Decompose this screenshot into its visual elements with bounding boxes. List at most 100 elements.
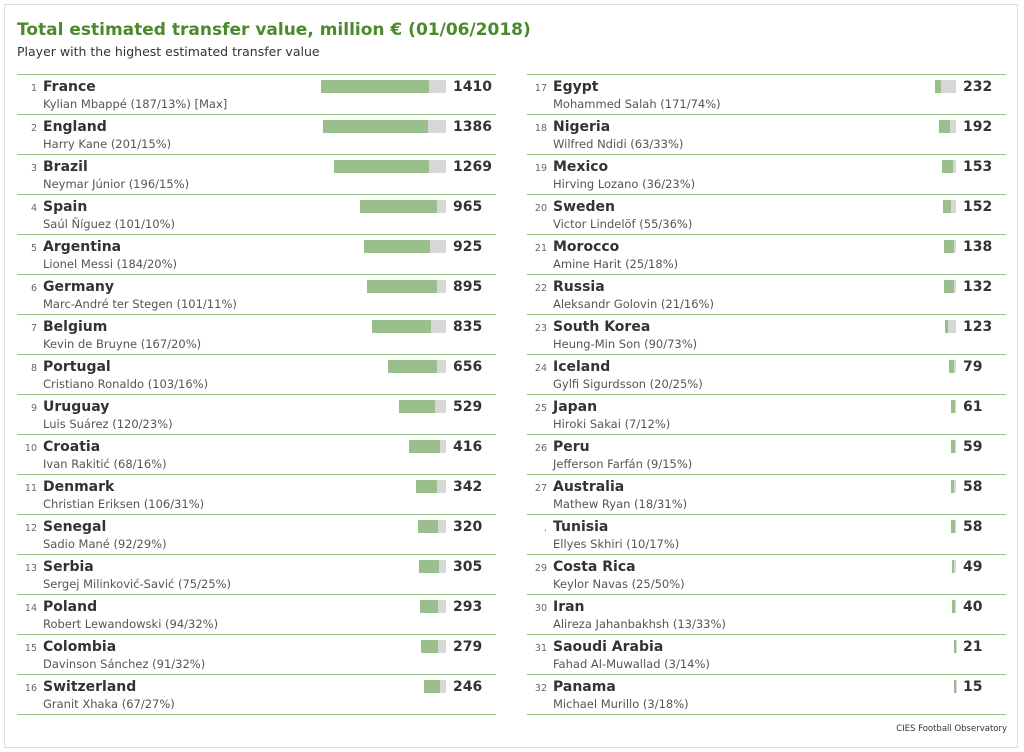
rank-number: 22 — [534, 283, 547, 294]
ranking-row: 32 Panama Michael Murillo (3/18%) 15 — [527, 675, 1006, 715]
rank-number: 24 — [534, 363, 547, 374]
bar-top-player-share — [437, 640, 446, 653]
bar-rest-of-squad — [387, 360, 437, 373]
bar-rest-of-squad — [950, 480, 955, 493]
top-player: Sadio Mané (92/29%) — [43, 537, 167, 551]
rank-number: 13 — [24, 563, 37, 574]
country-name: Japan — [553, 399, 598, 415]
bar-rest-of-squad — [360, 200, 438, 213]
total-value-label: 529 — [453, 399, 483, 415]
top-player: Christian Eriksen (106/31%) — [43, 497, 205, 511]
country-name: Colombia — [43, 639, 117, 655]
bar-rest-of-squad — [421, 640, 438, 653]
total-value-label: 835 — [453, 319, 483, 335]
ranking-row: 18 Nigeria Wilfred Ndidi (63/33%) 192 — [527, 115, 1006, 155]
bar-top-player-share — [429, 240, 446, 253]
top-player: Alireza Jahanbakhsh (13/33%) — [553, 617, 726, 631]
total-value-label: 965 — [453, 199, 483, 215]
bar-rest-of-squad — [323, 120, 429, 133]
ranking-row: 31 Saoudi Arabia Fahad Al-Muwallad (3/14%)… — [527, 635, 1006, 675]
bar-top-player-share — [951, 200, 956, 213]
country-name: Brazil — [43, 159, 88, 175]
ranking-row: 8 Portugal Cristiano Ronaldo (103/16%) 656 — [17, 355, 496, 395]
rank-number: 31 — [534, 643, 547, 654]
country-name: Morocco — [553, 239, 620, 255]
bar-top-player-share — [954, 600, 956, 613]
bar-rest-of-squad — [942, 160, 953, 173]
total-value-label: 132 — [963, 279, 993, 295]
top-player: Keylor Navas (25/50%) — [553, 577, 685, 591]
country-name: Sweden — [553, 199, 615, 215]
ranking-row: . Tunisia Ellyes Skhiri (10/17%) 58 — [527, 515, 1006, 555]
total-value-label: 305 — [453, 559, 483, 575]
total-value-label: 58 — [963, 519, 983, 535]
bar-rest-of-squad — [944, 280, 955, 293]
bar-rest-of-squad — [415, 480, 437, 493]
top-player: Michael Murillo (3/18%) — [553, 697, 689, 711]
ranking-row: 25 Japan Hiroki Sakai (7/12%) 61 — [527, 395, 1006, 435]
ranking-column-left: 1 France Kylian Mbappé (187/13%) [Max] 1410… — [17, 74, 496, 715]
total-value-label: 138 — [963, 239, 993, 255]
bar-rest-of-squad — [954, 680, 956, 693]
total-value-label: 192 — [963, 119, 993, 135]
top-player: Saúl Ñíguez (101/10%) — [43, 217, 175, 231]
bar-rest-of-squad — [371, 320, 432, 333]
ranking-row: 3 Brazil Neymar Júnior (196/15%) 1269 — [17, 155, 496, 195]
total-value-label: 58 — [963, 479, 983, 495]
bar-rest-of-squad — [424, 680, 441, 693]
rank-number: . — [543, 523, 547, 534]
bar-top-player-share — [955, 400, 956, 413]
ranking-row: 30 Iran Alireza Jahanbakhsh (13/33%) 40 — [527, 595, 1006, 635]
bar-top-player-share — [435, 400, 446, 413]
rank-number: 25 — [534, 403, 547, 414]
rank-number: 18 — [534, 123, 547, 134]
country-name: Saoudi Arabia — [553, 639, 664, 655]
ranking-row: 10 Croatia Ivan Rakitić (68/16%) 416 — [17, 435, 496, 475]
total-value-label: 246 — [453, 679, 483, 695]
country-name: Costa Rica — [553, 559, 636, 575]
rank-number: 21 — [534, 243, 547, 254]
bar-top-player-share — [436, 480, 446, 493]
country-name: France — [43, 79, 96, 95]
country-name: Panama — [553, 679, 616, 695]
bar-rest-of-squad — [945, 320, 949, 333]
ranking-row: 19 Mexico Hirving Lozano (36/23%) 153 — [527, 155, 1006, 195]
bar-top-player-share — [439, 440, 446, 453]
bar-top-player-share — [431, 320, 446, 333]
rank-number: 27 — [534, 483, 547, 494]
rank-number: 26 — [534, 443, 547, 454]
total-value-label: 49 — [963, 559, 983, 575]
country-name: Iran — [553, 599, 585, 615]
bar-rest-of-squad — [950, 400, 956, 413]
country-name: England — [43, 119, 107, 135]
bar-top-player-share — [437, 520, 446, 533]
ranking-row: 6 Germany Marc-André ter Stegen (101/11%) 8… — [17, 275, 496, 315]
total-value-label: 59 — [963, 439, 983, 455]
top-player: Heung-Min Son (90/73%) — [553, 337, 698, 351]
bar-rest-of-squad — [943, 240, 954, 253]
top-player: Lionel Messi (184/20%) — [43, 257, 178, 271]
country-name: Mexico — [553, 159, 609, 175]
ranking-row: 9 Uruguay Luis Suárez (120/23%) 529 — [17, 395, 496, 435]
bar-rest-of-squad — [948, 360, 955, 373]
country-name: Croatia — [43, 439, 101, 455]
bar-top-player-share — [429, 80, 446, 93]
bar-rest-of-squad — [321, 80, 430, 93]
rank-number: 32 — [534, 683, 547, 694]
top-player: Cristiano Ronaldo (103/16%) — [43, 377, 209, 391]
rank-number: 29 — [534, 563, 547, 574]
total-value-label: 153 — [963, 159, 993, 175]
bar-rest-of-squad — [399, 400, 436, 413]
ranking-row: 27 Australia Mathew Ryan (18/31%) 58 — [527, 475, 1006, 515]
rank-number: 5 — [30, 243, 37, 254]
rank-number: 11 — [24, 483, 37, 494]
ranking-row: 16 Switzerland Granit Xhaka (67/27%) 246 — [17, 675, 496, 715]
rank-number: 7 — [30, 323, 37, 334]
rank-number: 15 — [24, 643, 37, 654]
bar-rest-of-squad — [935, 80, 941, 93]
bar-top-player-share — [940, 80, 956, 93]
rank-number: 17 — [534, 83, 547, 94]
bar-top-player-share — [437, 280, 446, 293]
top-player: Aleksandr Golovin (21/16%) — [553, 297, 714, 311]
bar-rest-of-squad — [417, 520, 438, 533]
